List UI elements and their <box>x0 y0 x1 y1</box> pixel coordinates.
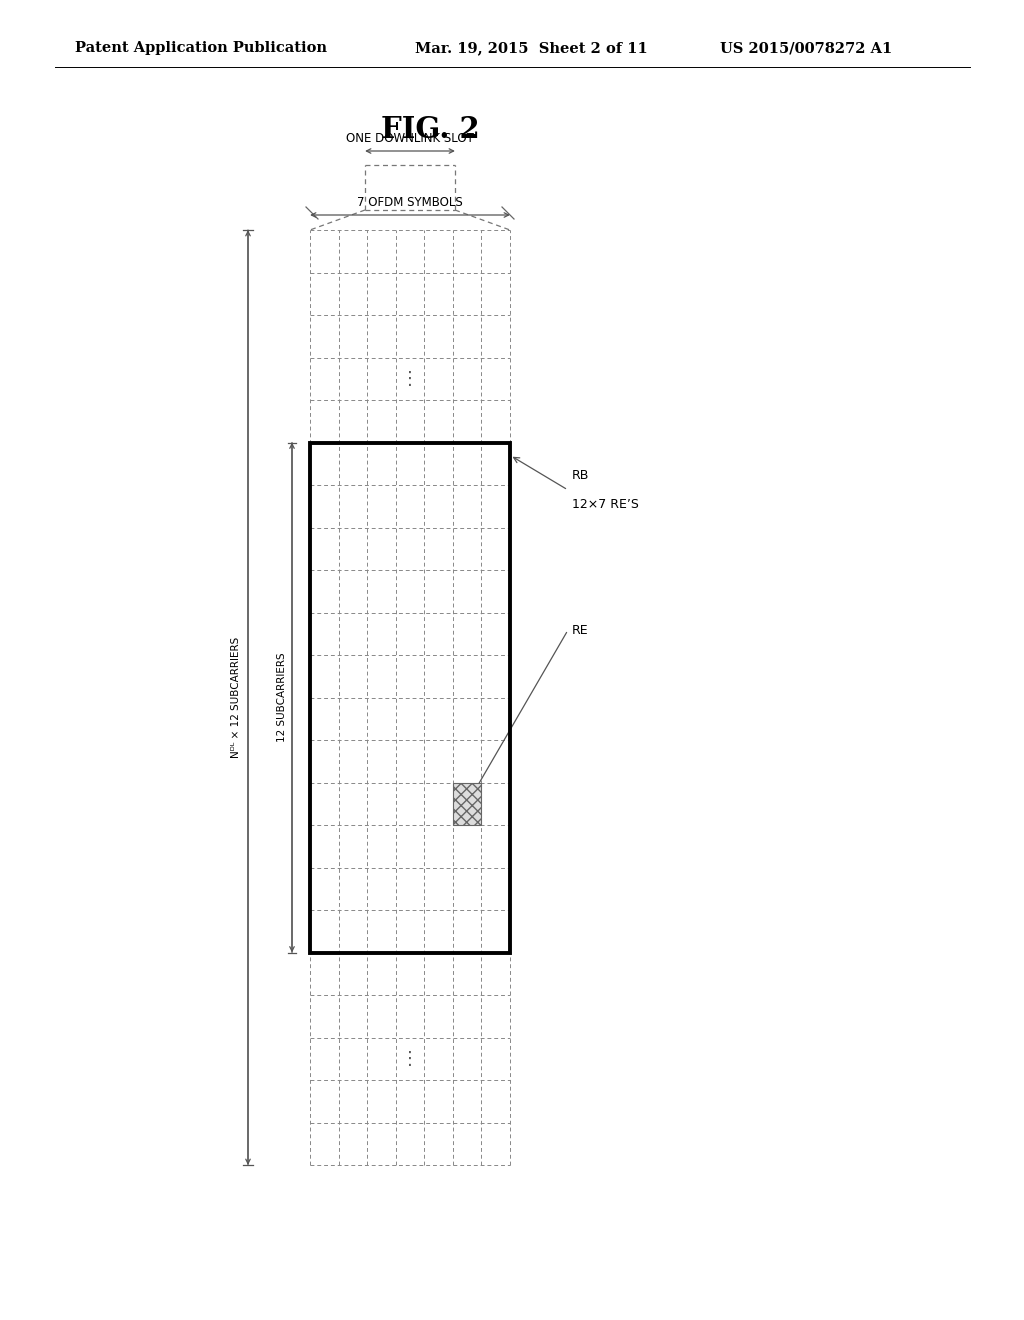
Text: 12 SUBCARRIERS: 12 SUBCARRIERS <box>278 652 287 742</box>
Text: RE: RE <box>572 623 589 636</box>
Text: Nᴰᴸ × 12 SUBCARRIERS: Nᴰᴸ × 12 SUBCARRIERS <box>231 636 241 758</box>
Text: US 2015/0078272 A1: US 2015/0078272 A1 <box>720 41 892 55</box>
Bar <box>310 442 510 953</box>
Text: ONE DOWNLINK SLOT: ONE DOWNLINK SLOT <box>346 132 474 145</box>
Text: FIG. 2: FIG. 2 <box>381 116 479 144</box>
Text: 7 OFDM SYMBOLS: 7 OFDM SYMBOLS <box>357 195 463 209</box>
Text: Mar. 19, 2015  Sheet 2 of 11: Mar. 19, 2015 Sheet 2 of 11 <box>415 41 648 55</box>
Text: ⋮: ⋮ <box>401 1049 419 1068</box>
Text: Patent Application Publication: Patent Application Publication <box>75 41 327 55</box>
Text: ⋮: ⋮ <box>401 370 419 388</box>
Bar <box>453 783 481 825</box>
Text: RB: RB <box>572 469 590 482</box>
Text: 12×7 RE’S: 12×7 RE’S <box>572 498 639 511</box>
